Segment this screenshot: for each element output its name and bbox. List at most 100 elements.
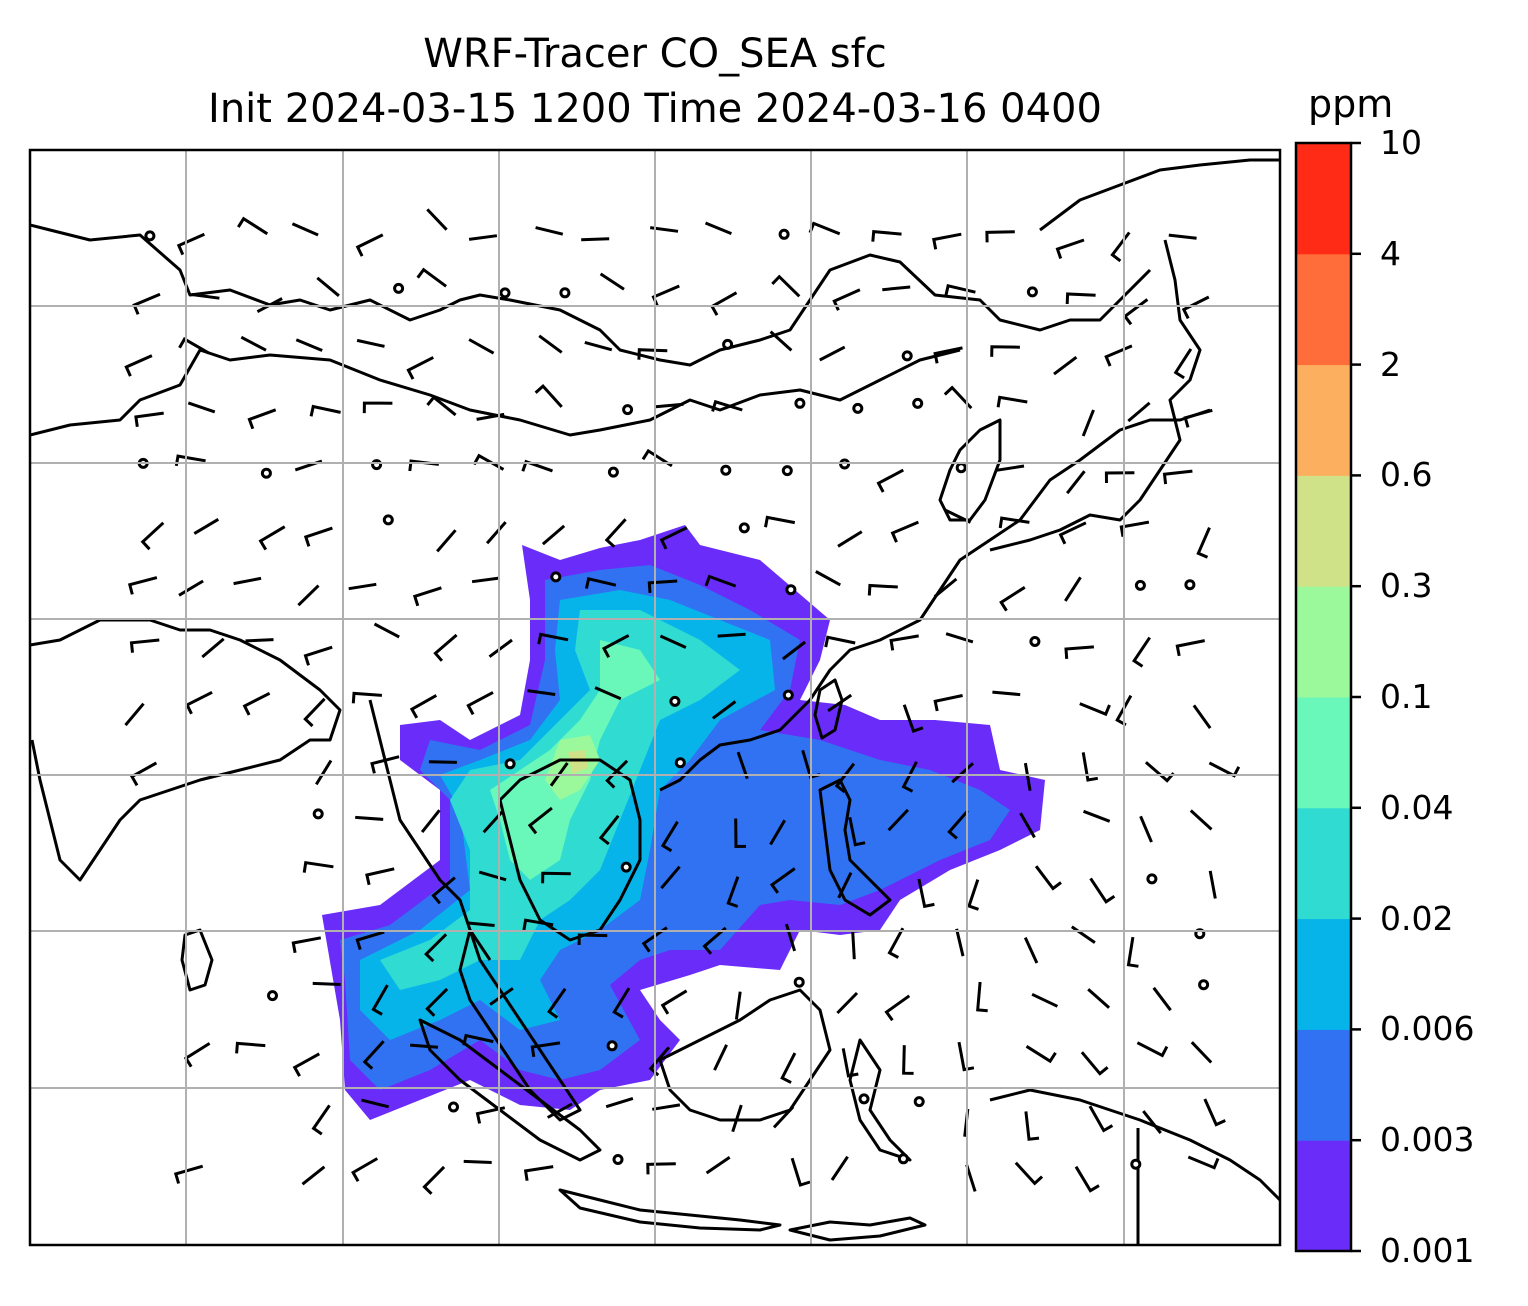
colorbar-segment bbox=[1296, 253, 1351, 366]
wind-barb bbox=[425, 987, 449, 1017]
wind-barb bbox=[1031, 992, 1059, 1008]
wind-barb bbox=[472, 453, 505, 471]
calm-wind-circle bbox=[1130, 1158, 1142, 1170]
wind-barb bbox=[534, 383, 563, 408]
calm-wind-circle bbox=[901, 350, 913, 362]
wind-barb bbox=[815, 570, 842, 587]
wind-barb bbox=[637, 348, 668, 360]
wind-barb bbox=[546, 1102, 573, 1119]
wind-barb bbox=[132, 292, 161, 315]
wind-barb bbox=[370, 755, 400, 774]
wind-barb bbox=[1183, 408, 1213, 428]
wind-barb bbox=[1175, 639, 1205, 657]
calm-wind-circle bbox=[499, 287, 511, 299]
wind-barb bbox=[291, 222, 319, 237]
wind-barb bbox=[191, 293, 220, 300]
wind-barb bbox=[824, 635, 856, 648]
wind-barb bbox=[373, 622, 400, 639]
wind-barb bbox=[428, 760, 457, 764]
wind-barb bbox=[933, 694, 963, 712]
wind-barb bbox=[466, 921, 495, 927]
wind-barb bbox=[362, 1040, 385, 1070]
colorbar-segment bbox=[1296, 586, 1351, 698]
wind-barb bbox=[365, 867, 395, 886]
wind-barb bbox=[705, 1155, 731, 1175]
colorbar-segment bbox=[1296, 475, 1351, 587]
wind-barb bbox=[523, 1165, 554, 1181]
calm-wind-circle bbox=[912, 397, 924, 409]
wind-barb bbox=[1080, 1051, 1109, 1076]
wind-barb bbox=[1189, 809, 1213, 831]
calm-wind-circle bbox=[144, 230, 156, 242]
wind-barb bbox=[769, 867, 796, 894]
wind-barb bbox=[1074, 1165, 1100, 1193]
wind-barb bbox=[535, 226, 564, 236]
wind-barb bbox=[541, 524, 566, 546]
wind-barb bbox=[312, 981, 341, 986]
colorbar-segment bbox=[1296, 697, 1351, 809]
wind-barb bbox=[702, 926, 727, 955]
wind-barb bbox=[577, 933, 608, 946]
wind-barb bbox=[471, 576, 501, 584]
wind-barb bbox=[945, 632, 974, 644]
wind-barb bbox=[848, 817, 866, 847]
wind-barb bbox=[541, 871, 571, 884]
wind-barb bbox=[889, 634, 919, 651]
wind-barb bbox=[967, 879, 980, 911]
wind-barb bbox=[646, 1162, 676, 1175]
wind-barb bbox=[1058, 521, 1087, 545]
wind-barb bbox=[129, 761, 158, 787]
wind-barb bbox=[1066, 470, 1086, 495]
coastline-sulawesi bbox=[848, 1038, 912, 1162]
colorbar-segment bbox=[1296, 1029, 1351, 1141]
wind-barb bbox=[1089, 877, 1116, 904]
wind-barb bbox=[808, 221, 841, 236]
wind-barb bbox=[1104, 471, 1135, 484]
wind-barb bbox=[1168, 233, 1197, 240]
wind-barb bbox=[303, 697, 326, 728]
wind-barb bbox=[361, 1098, 390, 1109]
wind-barb bbox=[311, 1104, 331, 1136]
wind-barb bbox=[185, 690, 213, 715]
wind-barb bbox=[183, 1042, 211, 1068]
wind-barb bbox=[527, 806, 553, 835]
wind-barb bbox=[303, 526, 333, 547]
wind-barb bbox=[1208, 870, 1217, 899]
wind-barb bbox=[933, 346, 963, 364]
colorbar-segment bbox=[1296, 1140, 1351, 1252]
wind-barb bbox=[1119, 520, 1150, 538]
wind-barb bbox=[1187, 1155, 1220, 1170]
wind-barb bbox=[462, 1033, 494, 1046]
wind-barb bbox=[581, 237, 610, 242]
wind-barb bbox=[604, 518, 627, 548]
wind-barb bbox=[1208, 761, 1241, 778]
calm-wind-circle bbox=[913, 1096, 925, 1108]
coastline-borneo bbox=[658, 988, 832, 1122]
wind-barb bbox=[867, 583, 898, 596]
wind-barb bbox=[1055, 238, 1085, 259]
wind-barb bbox=[1034, 865, 1062, 891]
colorbar-tick-label: 0.001 bbox=[1380, 1231, 1475, 1270]
coastline-north-border bbox=[30, 223, 1152, 367]
wind-barb bbox=[965, 1164, 977, 1192]
wind-barb bbox=[1064, 645, 1095, 660]
wind-barb bbox=[917, 878, 935, 909]
wind-barb bbox=[409, 694, 438, 719]
wind-barb bbox=[704, 221, 732, 235]
wind-barb bbox=[660, 820, 679, 853]
wind-barb bbox=[641, 926, 668, 953]
wind-barb bbox=[734, 818, 747, 849]
calm-wind-circle bbox=[955, 462, 967, 474]
wind-barb bbox=[837, 530, 863, 548]
coastline-japan bbox=[989, 239, 1202, 552]
wind-barb bbox=[537, 632, 569, 645]
calm-wind-circle bbox=[382, 514, 394, 526]
wind-barb bbox=[947, 809, 969, 840]
calm-wind-circle bbox=[720, 464, 732, 476]
wind-barb bbox=[996, 395, 1028, 408]
calm-wind-circle bbox=[1026, 286, 1038, 298]
colorbar-segment bbox=[1296, 143, 1351, 255]
calm-wind-circle bbox=[1146, 873, 1158, 885]
coastline-new-guinea bbox=[989, 1088, 1280, 1202]
wind-barb bbox=[174, 454, 206, 467]
